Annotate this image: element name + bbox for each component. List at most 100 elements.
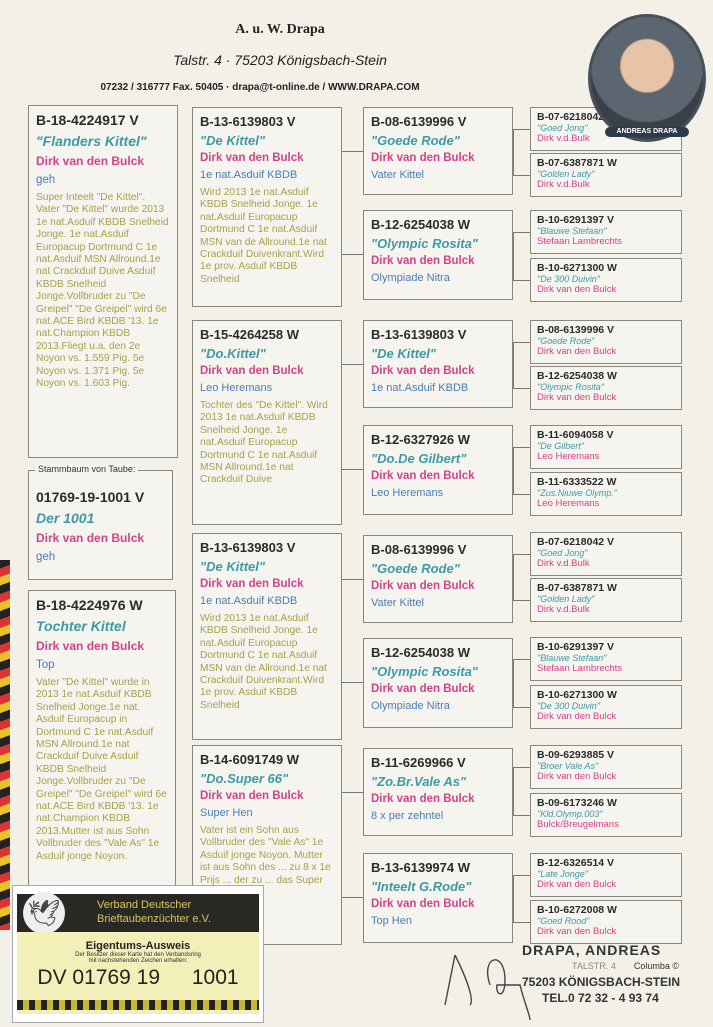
stammbaum-box: 01769-19-1001 V Der 1001 Dirk van den Bulc… bbox=[28, 464, 173, 580]
ring-number: B-07-6387871 W bbox=[537, 157, 617, 169]
card-org-1: Verband Deutscher bbox=[97, 899, 192, 911]
parent-box: B-13-6139803 V "De Kittel" Dirk van den Bu… bbox=[192, 533, 342, 740]
stamp-brand: Columba © bbox=[633, 961, 680, 971]
pigeon-name: "De Kittel" bbox=[200, 133, 266, 148]
breeder-name: Leo Heremans bbox=[537, 498, 600, 509]
ring-number: B-13-6139803 V bbox=[371, 327, 467, 342]
card-number: 1001 bbox=[191, 966, 239, 989]
pigeon-name: "Goed Jong" bbox=[537, 123, 588, 133]
pigeon-name: "Zus.Niuwe Olymp." bbox=[537, 488, 617, 498]
ring-number: B-10-6271300 W bbox=[537, 689, 617, 701]
connector-line bbox=[342, 469, 363, 470]
signature bbox=[444, 954, 531, 1020]
pigeon-name: "Olympic Rosita" bbox=[537, 382, 604, 392]
ring-number: B-09-6173246 W bbox=[537, 797, 617, 809]
note-text: Olympiade Nitra bbox=[371, 272, 450, 284]
note-text: Vater Kittel bbox=[371, 597, 424, 609]
great-grandparent-box: B-12-6254038 W "Olympic Rosita" Dirk van d… bbox=[530, 366, 682, 410]
pigeon-name: "Golden Lady" bbox=[537, 169, 595, 179]
note-text: Olympiade Nitra bbox=[371, 700, 450, 712]
pigeon-name: Der 1001 bbox=[36, 510, 95, 526]
pigeon-name: "Olympic Rosita" bbox=[371, 236, 478, 251]
breeder-name: Bulck/Breugelmans bbox=[537, 819, 619, 830]
connector-line bbox=[513, 232, 530, 233]
description-text: Tochter des "De Kittel". Wird 2013 1e na… bbox=[200, 400, 328, 486]
connector-line bbox=[513, 600, 530, 601]
ring-number: B-18-4224976 W bbox=[36, 597, 143, 613]
header-contact: 07232 / 316777 Fax. 50405 · drapa@t-onli… bbox=[100, 82, 420, 93]
description-text: Super Inteelt "De Kittel". Vater "De Kit… bbox=[36, 192, 169, 390]
breeder-name: Dirk van den Bulck bbox=[36, 154, 145, 168]
connector-line bbox=[513, 129, 530, 130]
breeder-name: Dirk van den Bulck bbox=[537, 926, 617, 937]
ring-number: B-11-6333522 W bbox=[537, 476, 617, 488]
card-ring: DV 01769 19 bbox=[37, 966, 161, 989]
owner-badge: ANDREAS DRAPA bbox=[605, 127, 689, 137]
great-grandparent-box: B-11-6094058 V "De Gilbert" Leo Heremans bbox=[530, 425, 682, 469]
great-grandparent-box: B-12-6326514 V "Late Jonge" Dirk van den B… bbox=[530, 853, 682, 897]
parent-box: B-13-6139803 V "De Kittel" Dirk van den Bu… bbox=[192, 107, 342, 307]
grandparent-box: B-12-6327926 W "Do.De Gilbert" Dirk van de… bbox=[363, 425, 513, 515]
pigeon-name: "Blauwe Stefaan" bbox=[537, 653, 607, 663]
connector-line bbox=[513, 175, 530, 176]
great-grandparent-box: B-10-6272008 W "Goed Rood" Dirk van den Bu… bbox=[530, 900, 682, 944]
parent-box: B-14-6091749 W "Do.Super 66" Dirk van den … bbox=[192, 745, 342, 945]
breeder-name: Dirk van den Bulck bbox=[537, 392, 617, 403]
pigeon-name: "De Kittel" bbox=[200, 559, 266, 574]
ring-number: B-10-6291397 V bbox=[537, 641, 615, 653]
ownership-card: 🕊 Verband Deutscher Brieftaubenzüchter e… bbox=[12, 885, 264, 1023]
note-text: Top Hen bbox=[371, 915, 412, 927]
breeder-name: Dirk van den Bulck bbox=[537, 284, 617, 295]
note-text: Vater Kittel bbox=[371, 169, 424, 181]
grandparent-box: B-12-6254038 W "Olympic Rosita" Dirk van d… bbox=[363, 210, 513, 300]
ring-number: B-08-6139996 V bbox=[371, 542, 467, 557]
note-text: Super Hen bbox=[200, 807, 253, 819]
breeder-name: Dirk v.d.Bulk bbox=[537, 133, 590, 144]
breeder-name: Dirk van den Bulck bbox=[371, 470, 475, 482]
breeder-name: Dirk van den Bulck bbox=[36, 531, 145, 545]
connector-line bbox=[513, 280, 530, 281]
great-grandparent-box: B-10-6291397 V "Blauwe Stefaan" Stefaan La… bbox=[530, 637, 682, 681]
connector-line bbox=[513, 875, 514, 922]
pigeon-name: "Inteelt G.Rode" bbox=[371, 879, 472, 894]
stamp-name: DRAPA, ANDREAS bbox=[522, 942, 662, 958]
ring-number: B-12-6327926 W bbox=[371, 432, 470, 447]
breeder-name: Dirk van den Bulck bbox=[537, 879, 617, 890]
pigeon-name: "Goede Rode" bbox=[371, 561, 460, 576]
ring-number: B-12-6254038 W bbox=[371, 645, 470, 660]
connector-line bbox=[342, 364, 363, 365]
pedigree-main-pigeon: B-18-4224917 V "Flanders Kittel" Dirk van … bbox=[28, 105, 178, 458]
ring-number: B-07-6218042 V bbox=[537, 111, 615, 123]
ring-number: B-15-4264258 W bbox=[200, 327, 299, 342]
ring-number: B-12-6254038 W bbox=[537, 370, 617, 382]
ring-number: B-14-6091749 W bbox=[200, 752, 299, 767]
owner-photo: ANDREAS DRAPA bbox=[588, 14, 706, 142]
great-grandparent-box: B-07-6218042 V "Goed Jong" Dirk v.d.Bulk bbox=[530, 532, 682, 576]
pigeon-name: "Zo.Br.Vale As" bbox=[371, 774, 467, 789]
description-text: Vater "De Kittel" wurde in 2013 1e nat.A… bbox=[36, 677, 167, 862]
grandparent-box: B-12-6254038 W "Olympic Rosita" Dirk van d… bbox=[363, 638, 513, 728]
header-address: Talstr. 4 · 75203 Königsbach-Stein bbox=[173, 52, 387, 68]
pigeon-name: "Late Jonge" bbox=[537, 869, 588, 879]
pigeon-name: "De 300 Duivin" bbox=[537, 701, 600, 711]
stamp-city: 75203 KÖNIGSBACH-STEIN bbox=[522, 975, 681, 989]
connector-line bbox=[342, 579, 363, 580]
flag-stripes bbox=[0, 560, 10, 930]
breeder-name: Dirk van den Bulck bbox=[36, 639, 145, 653]
ring-number: B-08-6139996 V bbox=[537, 324, 615, 336]
connector-line bbox=[513, 767, 514, 815]
grandparent-box: B-13-6139974 W "Inteelt G.Rode" Dirk van d… bbox=[363, 853, 513, 943]
ring-number: B-09-6293885 V bbox=[537, 749, 615, 761]
ring-number: B-11-6094058 V bbox=[537, 429, 614, 441]
card-text-1: Der Besitzer dieser Karte hat den Verban… bbox=[75, 952, 201, 958]
ring-number: B-07-6218042 V bbox=[537, 536, 615, 548]
connector-line bbox=[513, 767, 530, 768]
ring-number: B-13-6139974 W bbox=[371, 860, 470, 875]
ring-number: B-13-6139803 V bbox=[200, 114, 296, 129]
connector-line bbox=[513, 232, 514, 280]
breeder-name: Stefaan Lambrechts bbox=[537, 236, 623, 247]
connector-line bbox=[513, 447, 530, 448]
breeder-name: Dirk van den Bulck bbox=[371, 793, 475, 805]
breeder-name: Dirk van den Bulck bbox=[371, 898, 475, 910]
